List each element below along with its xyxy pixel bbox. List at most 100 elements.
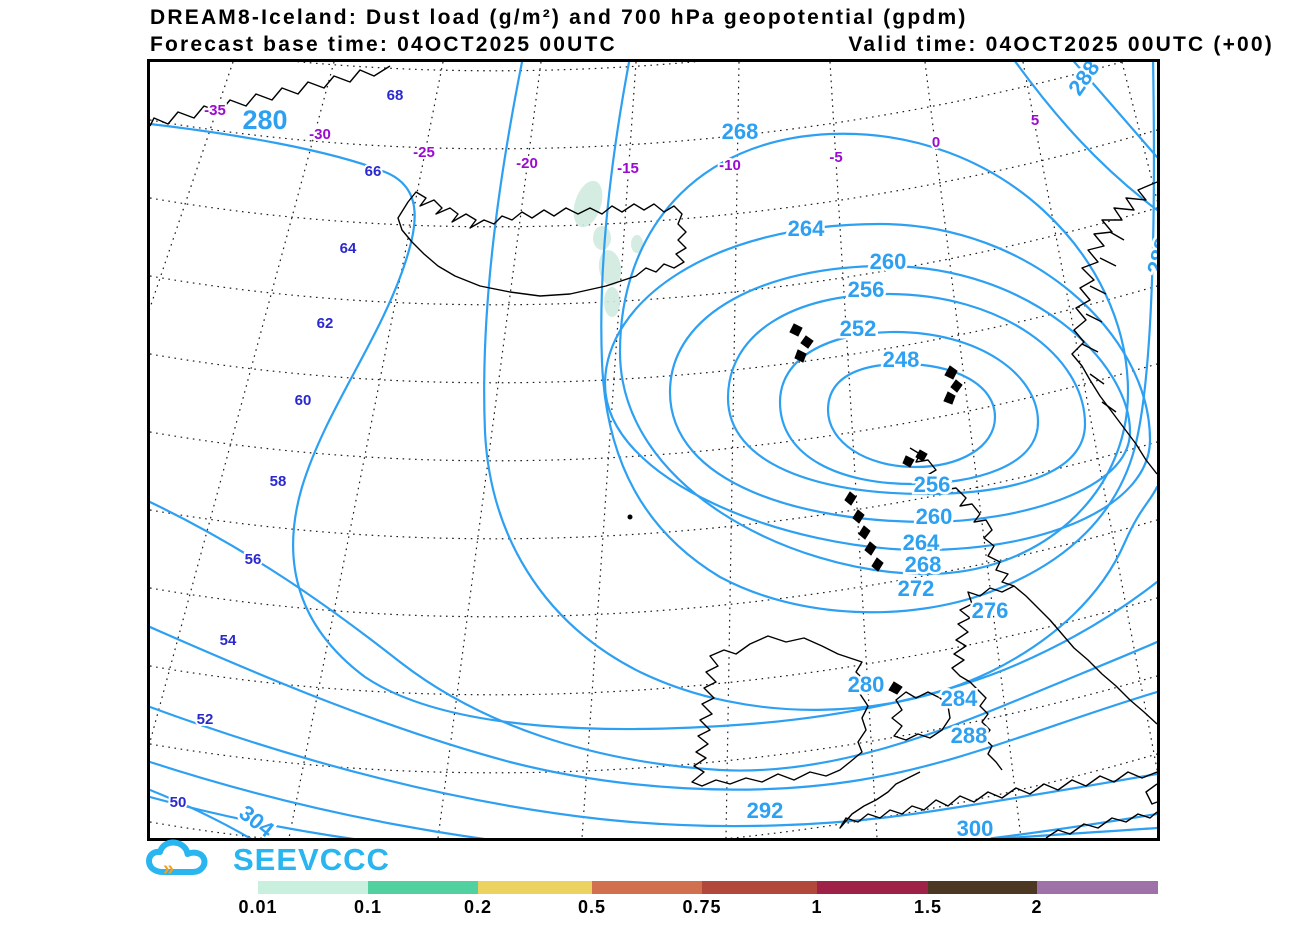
cotentin-coast [1145, 783, 1157, 805]
longitude-label: -10 [719, 157, 741, 174]
great-britain-west-coast [951, 585, 1015, 771]
colorbar-tick-label: 1.5 [913, 897, 943, 917]
contour-label: 300 [957, 816, 994, 838]
contour-280 [150, 122, 1157, 731]
page-subtitle: Forecast base time: 04OCT2025 00UTC Vali… [150, 33, 1274, 57]
contour-label: 288 [1142, 235, 1157, 277]
rockall-islet [627, 514, 633, 520]
contour-label: 292 [747, 798, 784, 823]
contour-304 [150, 788, 252, 838]
longitude-label: -5 [829, 149, 842, 166]
contour-label: 280 [242, 105, 287, 135]
latitude-label: 66 [365, 163, 382, 180]
colorbar-segment [817, 881, 928, 894]
latitude-label: 58 [270, 473, 287, 490]
contour-264 [603, 222, 1152, 552]
latitude-label: 62 [317, 315, 334, 332]
colorbar-tick-label: 0.75 [682, 897, 722, 917]
colorbar-segment [368, 881, 478, 894]
page-title: DREAM8-Iceland: Dust load (g/m²) and 700… [150, 6, 968, 29]
graticule-meridians [150, 62, 1157, 838]
contour-272 [600, 62, 1156, 614]
latitude-label: 54 [220, 632, 237, 649]
dust-load-colorbar [258, 881, 1158, 894]
ireland-coast [691, 635, 869, 787]
norway-fjords [1081, 231, 1125, 413]
contour-label: 280 [848, 672, 885, 697]
contour-268 [618, 132, 1130, 576]
longitude-label: -15 [617, 160, 639, 177]
contour-label: 268 [722, 119, 759, 144]
contour-label: 272 [898, 576, 935, 601]
coastlines [150, 65, 1157, 838]
longitude-label: -25 [413, 144, 435, 161]
titleblock: DREAM8-Iceland: Dust load (g/m²) and 700… [150, 6, 1274, 57]
colorbar-tick-label: 0.1 [353, 897, 383, 917]
contour-label: 264 [788, 216, 825, 241]
wales-coast [891, 691, 951, 741]
colorbar-tick-labels: 0.01 0.1 0.2 0.5 0.75 1 1.5 2 [238, 897, 1158, 921]
greenland-coast [150, 65, 391, 127]
longitude-label: -35 [204, 102, 226, 119]
contour-label: 256 [914, 472, 951, 497]
contour-label: 256 [848, 277, 885, 302]
contour-256 [726, 292, 1087, 496]
colorbar-segment [258, 881, 368, 894]
contour-label: 276 [972, 598, 1009, 623]
contour-284 [150, 500, 1157, 772]
forecast-base-time: Forecast base time: 04OCT2025 00UTC [150, 33, 617, 56]
colorbar-segment [928, 881, 1037, 894]
longitude-label: 0 [932, 134, 940, 151]
dust-load-patches [573, 180, 643, 317]
colorbar-segment [1037, 881, 1158, 894]
faroe-islands [789, 323, 814, 363]
colorbar-segment [702, 881, 817, 894]
longitude-label-layer: -35 -30 -25 -20 -15 -10 -5 0 5 [202, 100, 1041, 179]
contour-252 [778, 330, 1040, 486]
contour-292 [150, 705, 1157, 828]
latitude-label: 56 [245, 551, 262, 568]
colorbar-segment [478, 881, 592, 894]
contour-292-ne [1072, 62, 1157, 159]
latitude-label: 50 [170, 794, 187, 811]
latitude-label: 52 [197, 711, 214, 728]
contour-276 [483, 62, 1157, 711]
contour-260 [668, 264, 1132, 524]
contour-label: 268 [905, 552, 942, 577]
colorbar-tick-label: 0.5 [577, 897, 607, 917]
great-britain-east-coast [909, 447, 1157, 725]
map-canvas: 280 2682882882642602562522482562602642682… [150, 62, 1157, 838]
colorbar-tick-label: 2 [1031, 897, 1043, 917]
longitude-label: 5 [1031, 112, 1039, 129]
norway-coast [1071, 181, 1157, 475]
longitude-label: -20 [516, 155, 538, 172]
shetland-islands [943, 365, 963, 405]
longitude-label: -30 [309, 126, 331, 143]
contour-label: 284 [941, 686, 978, 711]
brittany-coast [1045, 811, 1157, 838]
isle-of-man [888, 681, 903, 695]
geopotential-contours [150, 62, 1157, 838]
svg-text:»: » [163, 858, 174, 880]
contour-label: 288 [951, 723, 988, 748]
contour-label: 288 [1063, 62, 1105, 100]
latitude-label: 60 [295, 392, 312, 409]
contour-300 [150, 795, 1157, 838]
seevccc-cloud-icon: » [146, 839, 208, 880]
contour-288 [150, 625, 1157, 791]
colorbar-tick-label: 0.2 [463, 897, 493, 917]
hebrides-islands [844, 491, 884, 572]
map-frame: 280 268 288 288 264 260 256 252 248 256 260 264 268 2… [147, 59, 1160, 841]
england-south-coast [839, 771, 1157, 829]
colorbar-tick-label: 1 [811, 897, 823, 917]
valid-time: Valid time: 04OCT2025 00UTC (+00) [848, 33, 1274, 56]
latitude-label: 68 [387, 87, 404, 104]
contour-label: 252 [840, 316, 877, 341]
logo-text: SEEVCCC [233, 842, 390, 877]
contour-label: 260 [916, 504, 953, 529]
latitude-label: 64 [340, 240, 357, 257]
orkney-islands [902, 449, 928, 468]
contour-296 [150, 760, 1157, 838]
contour-label: 260 [870, 249, 907, 274]
